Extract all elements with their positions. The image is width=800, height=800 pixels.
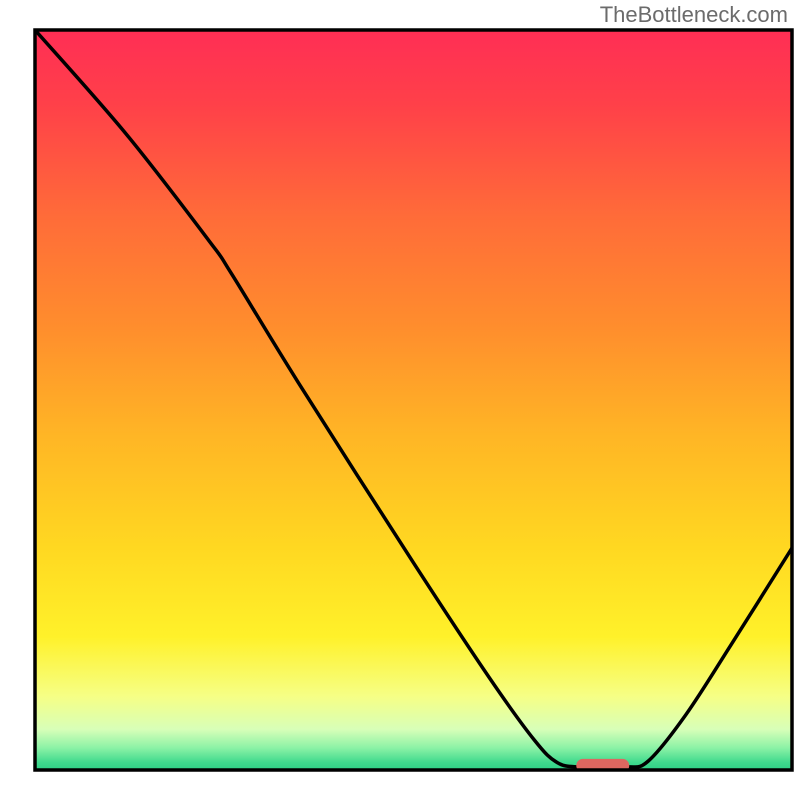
watermark-text: TheBottleneck.com [600,2,788,28]
bottleneck-curve-chart [0,0,800,800]
plot-background [35,30,792,770]
chart-container: { "watermark": { "text": "TheBottleneck.… [0,0,800,800]
